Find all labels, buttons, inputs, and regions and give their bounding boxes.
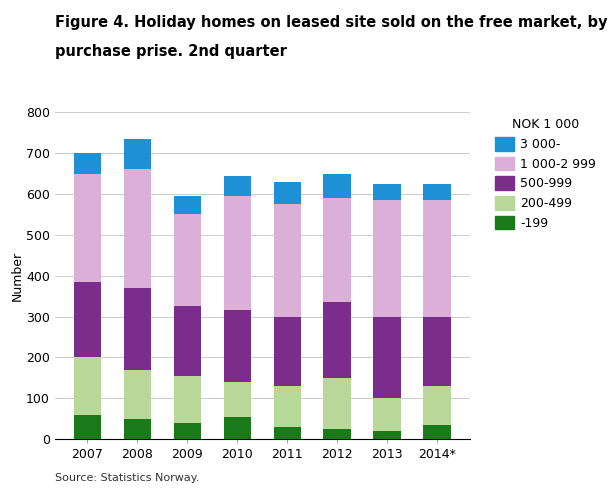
Bar xyxy=(224,417,251,439)
Bar xyxy=(174,376,201,423)
Bar xyxy=(124,139,151,169)
Bar xyxy=(273,317,301,386)
Bar xyxy=(323,174,351,198)
Bar xyxy=(124,288,151,370)
Bar xyxy=(273,182,301,204)
Bar xyxy=(423,425,451,439)
Bar xyxy=(373,431,401,439)
Bar xyxy=(423,200,451,317)
Bar xyxy=(124,169,151,288)
Bar xyxy=(174,214,201,306)
Legend: 3 000-, 1 000-2 999, 500-999, 200-499, -199: 3 000-, 1 000-2 999, 500-999, 200-499, -… xyxy=(495,119,596,230)
Bar xyxy=(273,386,301,427)
Bar xyxy=(224,382,251,417)
Bar xyxy=(74,282,101,357)
Bar xyxy=(224,196,251,310)
Bar xyxy=(323,429,351,439)
Bar xyxy=(323,378,351,429)
Text: Figure 4. Holiday homes on leased site sold on the free market, by size of: Figure 4. Holiday homes on leased site s… xyxy=(55,15,610,30)
Bar xyxy=(74,153,101,174)
Bar xyxy=(74,174,101,282)
Bar xyxy=(323,198,351,302)
Bar xyxy=(273,204,301,317)
Text: purchase prise. 2nd quarter: purchase prise. 2nd quarter xyxy=(55,44,287,59)
Bar xyxy=(74,415,101,439)
Bar xyxy=(224,176,251,196)
Text: Source: Statistics Norway.: Source: Statistics Norway. xyxy=(55,473,199,483)
Bar xyxy=(74,357,101,415)
Bar xyxy=(224,310,251,382)
Bar xyxy=(273,427,301,439)
Bar xyxy=(373,317,401,398)
Bar xyxy=(174,423,201,439)
Bar xyxy=(124,370,151,419)
Bar xyxy=(174,306,201,376)
Bar xyxy=(423,386,451,425)
Bar xyxy=(373,398,401,431)
Bar xyxy=(373,184,401,200)
Bar xyxy=(174,196,201,214)
Bar xyxy=(373,200,401,317)
Bar xyxy=(423,317,451,386)
Bar xyxy=(124,419,151,439)
Bar xyxy=(423,184,451,200)
Bar xyxy=(323,302,351,378)
Y-axis label: Number: Number xyxy=(10,251,23,301)
